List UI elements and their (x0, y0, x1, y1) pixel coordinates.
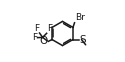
Text: S: S (79, 35, 86, 45)
Text: F: F (32, 33, 37, 42)
Text: F: F (47, 24, 52, 33)
Text: Br: Br (75, 13, 85, 23)
Text: F: F (34, 24, 39, 33)
Text: O: O (40, 36, 48, 46)
